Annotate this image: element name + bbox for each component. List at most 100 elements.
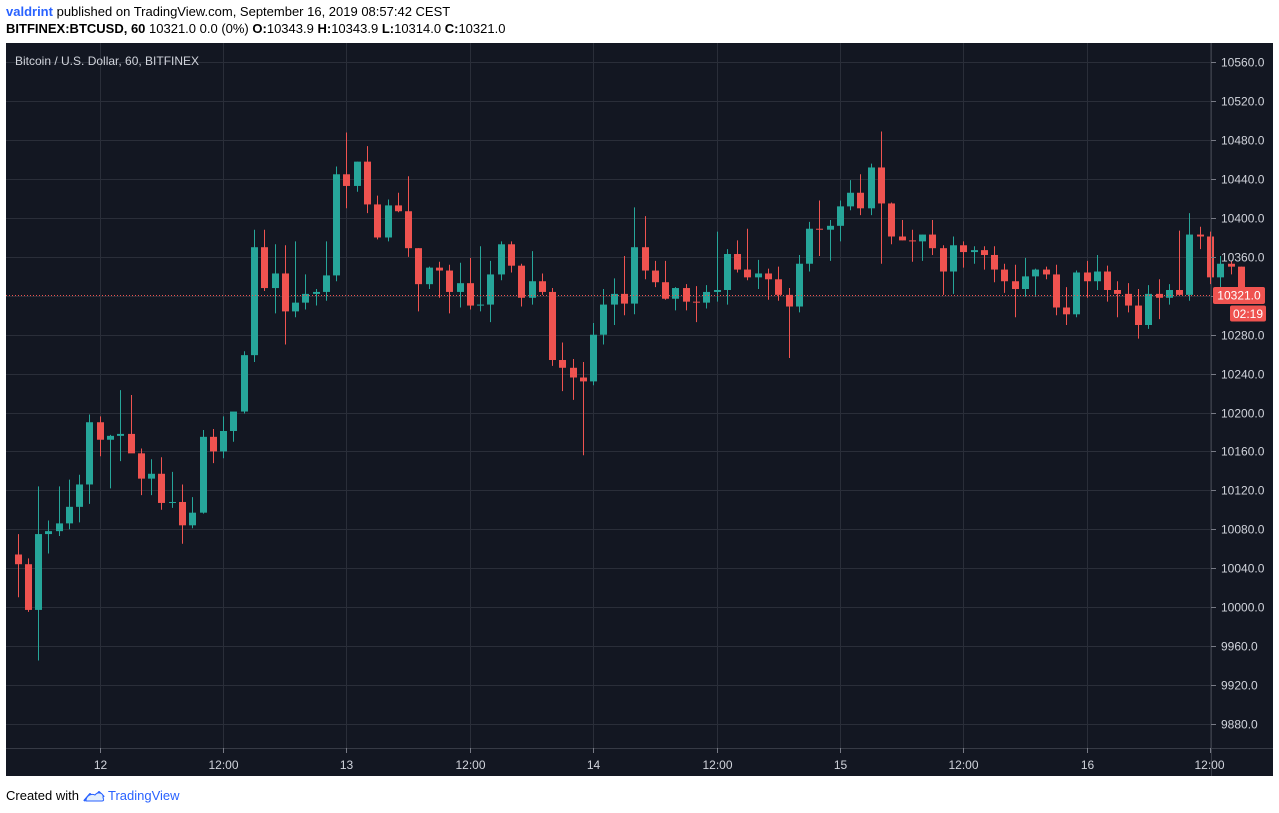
candle	[559, 342, 566, 392]
candle	[292, 241, 299, 318]
candle-body	[1104, 271, 1111, 290]
candle	[1156, 279, 1163, 320]
footer: Created with TradingView	[6, 788, 180, 803]
candle-body	[827, 225, 834, 230]
candle	[1207, 231, 1214, 285]
candle	[1114, 281, 1121, 318]
candle-body	[498, 244, 505, 275]
candle	[1001, 263, 1008, 293]
candle	[1186, 213, 1193, 301]
candle-body	[1217, 263, 1224, 278]
candle-body	[457, 283, 464, 292]
candle	[642, 216, 649, 280]
candle	[1022, 257, 1029, 297]
time-tick-label: 16	[1081, 758, 1095, 772]
candle-body	[929, 234, 936, 249]
candlestick-chart[interactable]: 9880.0 9920.0 9960.0 10000.0 10040.0 10080.0 1…	[6, 43, 1273, 776]
candle-body	[35, 534, 42, 610]
price-tick-label: 10240.0	[1221, 368, 1265, 382]
price-tick-label: 10360.0	[1221, 251, 1265, 265]
candle-body	[549, 291, 556, 361]
candle-body	[600, 304, 607, 335]
candle	[487, 260, 494, 323]
candle-body	[374, 204, 381, 238]
candle	[683, 284, 690, 311]
candle-body	[775, 279, 782, 295]
candle-body	[426, 267, 433, 285]
candle-body	[302, 293, 309, 303]
candle-body	[446, 270, 453, 292]
candle-body	[1094, 271, 1101, 282]
candle-body	[261, 247, 268, 289]
time-tick-label: 14	[587, 758, 601, 772]
candle	[600, 289, 607, 345]
chart-background	[6, 43, 1273, 776]
close-value: 10321.0	[458, 21, 506, 36]
candle-body	[76, 484, 83, 507]
created-with-label: Created with	[6, 788, 79, 803]
candle-body	[1207, 236, 1214, 278]
candle-body	[169, 501, 176, 503]
candle-body	[806, 228, 813, 264]
candle	[158, 457, 165, 510]
candle-body	[66, 506, 73, 524]
candle	[580, 361, 587, 456]
time-axis[interactable]: 12 12:00 13 12:00 14 12:00 15 12:00 16 12:00	[94, 748, 1225, 772]
candle	[76, 474, 83, 523]
candle	[477, 246, 484, 312]
candle	[35, 486, 42, 661]
candle-body	[1114, 289, 1121, 294]
candle-body	[631, 247, 638, 304]
candle	[66, 479, 73, 530]
change-label: 10321.0 0.0 (0%)	[149, 21, 249, 36]
price-tick-label: 10080.0	[1221, 523, 1265, 537]
candle-body	[693, 301, 700, 303]
candle-body	[755, 273, 762, 278]
publish-info: valdrint published on TradingView.com, S…	[6, 4, 450, 19]
candle	[786, 288, 793, 359]
price-tick-label: 10040.0	[1221, 562, 1265, 576]
high-label: H:	[317, 21, 332, 36]
candles	[15, 131, 1245, 661]
candle	[210, 429, 217, 464]
candle	[929, 219, 936, 255]
candle-body	[395, 205, 402, 212]
symbol-info: BITFINEX:BTCUSD, 60 10321.0 0.0 (0%) O:1…	[6, 21, 505, 36]
tradingview-link[interactable]: TradingView	[83, 788, 180, 803]
candle-body	[559, 360, 566, 368]
candle-body	[1186, 234, 1193, 295]
publisher-link[interactable]: valdrint	[6, 4, 53, 19]
candle-body	[981, 250, 988, 255]
candle-body	[343, 174, 350, 186]
price-tick-label: 10000.0	[1221, 601, 1265, 615]
candle-body	[703, 291, 710, 303]
time-tick-label: 12:00	[455, 758, 485, 772]
candle-body	[86, 422, 93, 485]
candle	[1053, 264, 1060, 316]
candle	[446, 264, 453, 314]
price-tick-label: 10160.0	[1221, 445, 1265, 459]
candle	[693, 286, 700, 323]
candle-body	[786, 294, 793, 307]
candle-body	[415, 248, 422, 285]
candle	[302, 274, 309, 310]
candle	[940, 245, 947, 295]
candle	[960, 241, 967, 268]
candle-body	[1166, 289, 1173, 298]
candle	[189, 497, 196, 529]
candle	[426, 266, 433, 290]
tradingview-brand: TradingView	[107, 788, 180, 803]
candle-body	[611, 293, 618, 305]
candle	[169, 471, 176, 508]
candle-body	[878, 167, 885, 204]
candle-body	[128, 433, 135, 454]
candle	[621, 255, 628, 316]
candle-body	[857, 192, 864, 209]
candle-body	[714, 289, 721, 292]
candle-body	[97, 422, 104, 440]
candle	[241, 351, 248, 414]
candle	[1012, 264, 1019, 318]
candle	[374, 195, 381, 240]
candle-body	[1238, 266, 1245, 295]
candle-body	[1135, 305, 1142, 325]
